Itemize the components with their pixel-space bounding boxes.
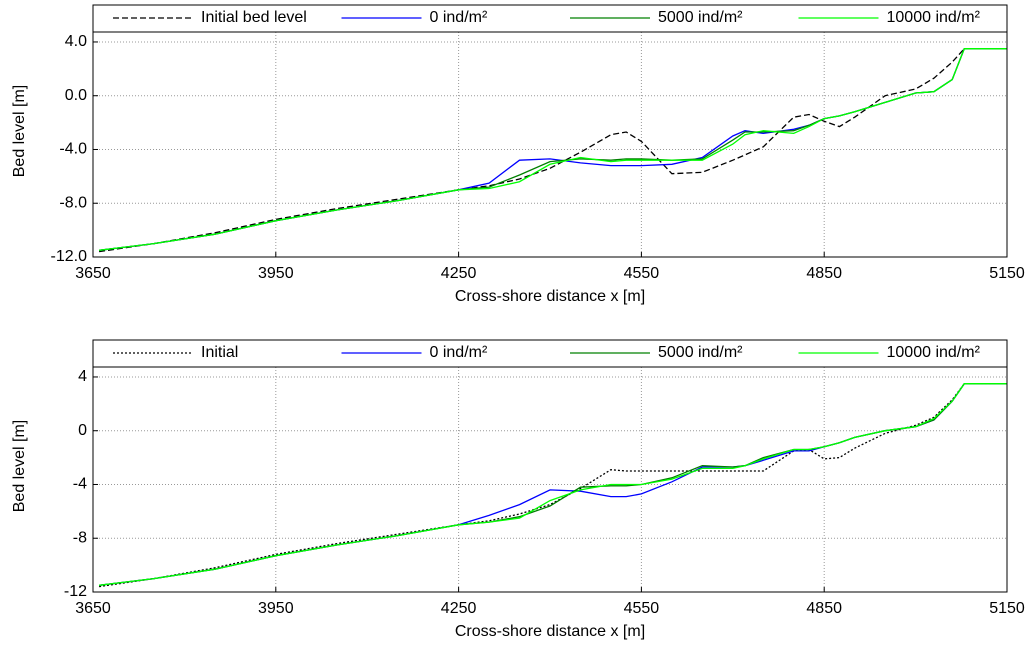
line-series [99, 48, 1007, 253]
x-tick-label: 4550 [624, 600, 660, 617]
x-tick-label: 4550 [624, 265, 660, 282]
x-tick-label: 3650 [75, 265, 111, 282]
x-tick-label: 4250 [441, 600, 477, 617]
y-tick-label: -4.0 [59, 141, 87, 158]
x-tick-label: 4850 [806, 600, 842, 617]
y-tick-label: -12 [64, 583, 87, 600]
line-series [99, 48, 1007, 251]
plot-frame [92, 4, 1008, 258]
legend-label: 0 ind/m² [430, 9, 488, 26]
legend-label: Initial bed level [201, 9, 307, 26]
y-tick-label: 0 [78, 422, 87, 439]
legend-label: 5000 ind/m² [658, 344, 743, 361]
x-tick-label: 5150 [989, 265, 1025, 282]
x-tick-label: 3950 [258, 600, 294, 617]
plot-frame [92, 339, 1008, 593]
y-tick-label: 4.0 [65, 33, 87, 50]
y-axis-label: Bed level [m] [11, 420, 28, 512]
legend-label: 10000 ind/m² [887, 9, 981, 26]
x-tick-label: 5150 [989, 600, 1025, 617]
legend-label: 5000 ind/m² [658, 9, 743, 26]
x-tick-label: 3650 [75, 600, 111, 617]
x-tick-label: 3950 [258, 265, 294, 282]
x-axis-label: Cross-shore distance x [m] [455, 288, 645, 305]
y-tick-label: -4 [73, 476, 87, 493]
y-tick-label: -12.0 [51, 248, 88, 265]
line-series [99, 383, 1007, 588]
line-series [99, 383, 1007, 586]
y-tick-label: 4 [78, 368, 87, 385]
legend-label: 0 ind/m² [430, 344, 488, 361]
y-tick-label: -8 [73, 529, 87, 546]
legend-label: Initial [201, 344, 238, 361]
x-axis-label: Cross-shore distance x [m] [455, 623, 645, 640]
y-tick-label: -8.0 [59, 194, 87, 211]
legend-label: 10000 ind/m² [887, 344, 981, 361]
y-tick-label: 0.0 [65, 87, 87, 104]
y-axis-label: Bed level [m] [11, 85, 28, 177]
x-tick-label: 4850 [806, 265, 842, 282]
x-tick-label: 4250 [441, 265, 477, 282]
